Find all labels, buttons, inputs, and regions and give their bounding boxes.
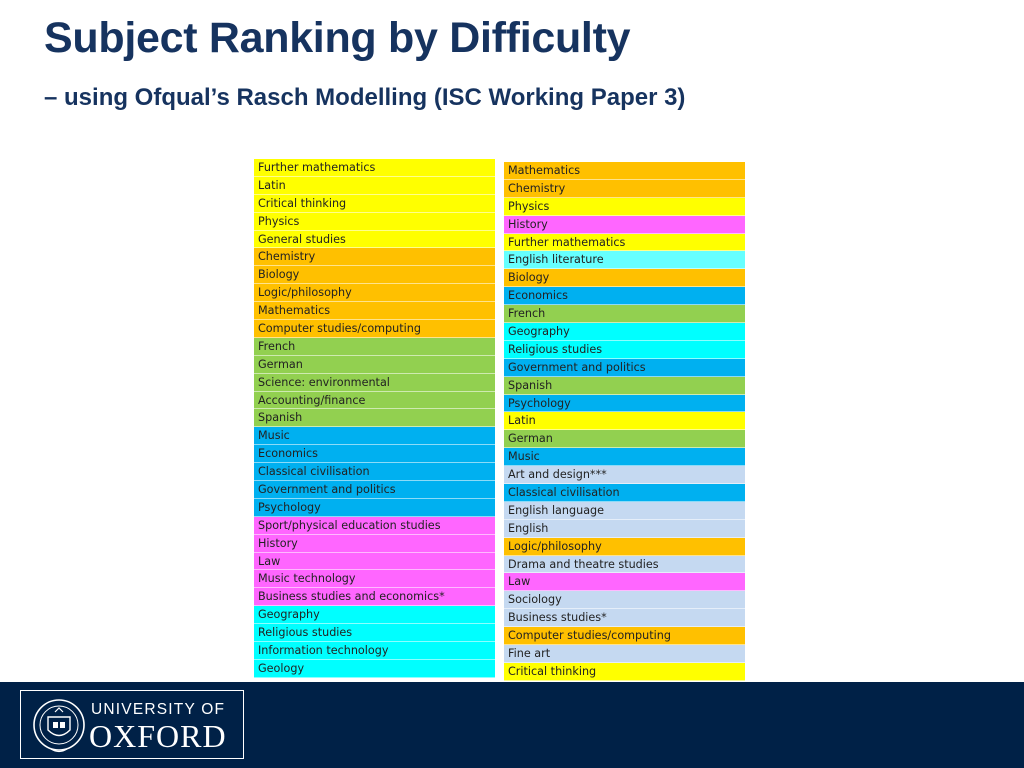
subject-cell: Spanish <box>504 376 745 395</box>
subject-cell: General studies <box>254 230 495 249</box>
subject-cell: Biology <box>504 269 745 288</box>
subject-cell: Government and politics <box>254 481 495 499</box>
subject-cell: Critical thinking <box>504 662 745 681</box>
subject-cell: Geology <box>254 659 495 678</box>
subject-cell: Religious studies <box>504 340 745 359</box>
subject-cell: Classical civilisation <box>254 463 495 482</box>
subject-cell: Chemistry <box>254 248 495 267</box>
ranking-column-right: Mathematics Chemistry Physics History Furthe… <box>504 162 745 681</box>
subject-cell: Science: environmental <box>254 373 495 392</box>
subject-cell: Further mathematics <box>504 233 745 252</box>
subject-cell: Computer studies/computing <box>504 627 745 646</box>
subject-cell: Music <box>504 448 745 467</box>
footer-bar: UNIVERSITY OF OXFORD <box>0 682 1024 768</box>
subject-cell: Sociology <box>504 591 745 610</box>
subject-cell: Geography <box>504 323 745 341</box>
subject-cell: Government and politics <box>504 358 745 377</box>
subject-cell: Law <box>504 573 745 592</box>
subject-cell: Law <box>254 552 495 571</box>
subject-cell: Religious studies <box>254 624 495 643</box>
subject-cell: Critical thinking <box>254 194 495 213</box>
subject-cell: English language <box>504 501 745 520</box>
oxford-crest-icon <box>33 699 85 753</box>
subject-cell: Physics <box>504 197 745 216</box>
subject-cell: Sport/physical education studies <box>254 516 495 535</box>
subject-cell: Latin <box>254 176 495 195</box>
subject-cell: History <box>254 534 495 553</box>
subject-cell: Art and design*** <box>504 466 745 485</box>
subject-cell: Chemistry <box>504 179 745 198</box>
subject-cell: Psychology <box>254 498 495 517</box>
subject-cell: Geography <box>254 606 495 625</box>
ranking-column-left: Further mathematics Latin Critical thinkin… <box>254 159 495 678</box>
subject-cell: Physics <box>254 212 495 231</box>
subject-cell: Classical civilisation <box>504 484 745 502</box>
subject-cell: Fine art <box>504 645 745 663</box>
subject-cell: Psychology <box>504 394 745 413</box>
subject-cell: Music technology <box>254 570 495 589</box>
logo-text-oxford: OXFORD <box>89 718 227 754</box>
university-logo[interactable]: UNIVERSITY OF OXFORD <box>20 690 244 759</box>
subject-cell: Logic/philosophy <box>504 537 745 556</box>
subject-cell: German <box>254 355 495 374</box>
subject-cell: Logic/philosophy <box>254 284 495 303</box>
logo-text-university: UNIVERSITY OF <box>91 701 226 718</box>
subject-cell: Mathematics <box>254 302 495 321</box>
subject-cell: English <box>504 519 745 538</box>
subject-cell: Spanish <box>254 409 495 428</box>
subject-cell: French <box>254 337 495 356</box>
subject-cell: Biology <box>254 266 495 285</box>
subject-cell: Further mathematics <box>254 159 495 177</box>
page-subtitle: – using Ofqual’s Rasch Modelling (ISC Wo… <box>44 84 686 111</box>
subject-cell: French <box>504 305 745 324</box>
page-title: Subject Ranking by Difficulty <box>44 14 631 62</box>
subject-cell: Drama and theatre studies <box>504 555 745 574</box>
subject-cell: Economics <box>504 287 745 306</box>
subject-cell: German <box>504 430 745 449</box>
subject-cell: Computer studies/computing <box>254 320 495 338</box>
subject-cell: Information technology <box>254 642 495 660</box>
subject-cell: Mathematics <box>504 162 745 180</box>
subject-cell: Accounting/finance <box>254 391 495 410</box>
subject-cell: Business studies* <box>504 609 745 628</box>
subject-cell: Economics <box>254 445 495 464</box>
subject-cell: English literature <box>504 251 745 270</box>
subject-cell: History <box>504 215 745 234</box>
subject-cell: Business studies and economics* <box>254 588 495 607</box>
subject-cell: Latin <box>504 412 745 431</box>
subject-cell: Music <box>254 427 495 446</box>
